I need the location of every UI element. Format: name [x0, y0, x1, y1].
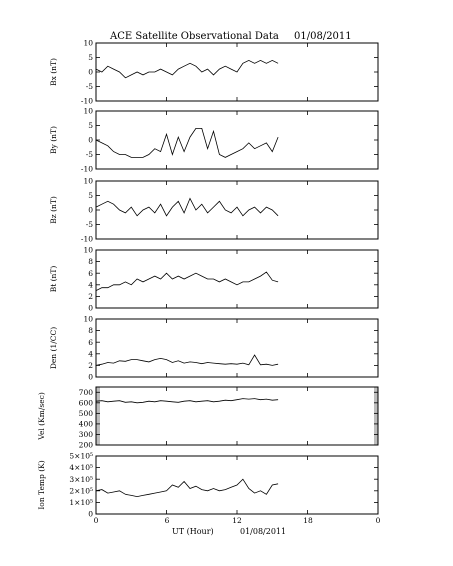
x-tick-24: 0 [376, 516, 381, 525]
panel-frame-1 [95, 110, 379, 170]
y-tick-label-1-4: 10 [83, 107, 93, 116]
y-tick-label-1-2: 0 [88, 136, 93, 145]
y-tick-label-4-0: 0 [88, 373, 93, 382]
y-tick-label-3-4: 8 [88, 257, 93, 266]
y-tick-label-2-2: 0 [88, 206, 93, 215]
data-gap-right-5 [374, 387, 378, 445]
y-tick-label-6-0: 0 [88, 510, 93, 519]
series-line-2 [95, 197, 279, 217]
panel-0: -10 -5 0 5 10 Bx (nT) [49, 39, 379, 106]
y-tick-label-3-1: 2 [88, 292, 93, 301]
series-line-0 [95, 59, 279, 79]
y-tick-label-5-2: 400 [79, 420, 94, 429]
y-tick-label-2-1: -5 [86, 220, 94, 229]
y-tick-label-3-2: 4 [88, 280, 93, 289]
figure-title-date: 01/08/2011 [294, 31, 352, 42]
series-line-6 [95, 478, 279, 498]
y-tick-label-2-4: 10 [83, 177, 93, 186]
panel-2: -10 -5 0 5 10 Bz (nT) [49, 177, 379, 244]
x-tick-12: 12 [232, 516, 242, 525]
y-tick-label-6-5: 5×10⁵ [69, 452, 93, 461]
y-tick-label-3-0: 0 [88, 304, 93, 313]
data-gap-left-5 [96, 387, 100, 445]
y-tick-label-2-0: -10 [81, 235, 93, 244]
y-axis-label-4: Den (1/CC) [49, 327, 58, 369]
y-axis-label-0: Bx (nT) [49, 58, 58, 86]
x-axis-label: UT (Hour) [172, 527, 214, 536]
y-tick-label-6-4: 4×10⁵ [69, 463, 93, 472]
series-line-5 [95, 398, 279, 404]
y-tick-label-0-1: -5 [86, 82, 94, 91]
y-tick-label-6-3: 3×10⁵ [69, 475, 93, 484]
y-tick-label-0-3: 5 [88, 53, 93, 62]
y-axis-label-1: By (nT) [49, 126, 58, 154]
y-tick-label-3-3: 6 [88, 269, 93, 278]
y-tick-label-6-1: 1×10⁵ [69, 498, 93, 507]
panel-frame-4 [95, 318, 379, 378]
y-tick-label-5-5: 700 [79, 388, 94, 397]
series-line-3 [95, 271, 279, 291]
y-tick-label-4-2: 4 [88, 349, 93, 358]
panel-3: 0 2 4 6 8 10 Bt (nT) [49, 246, 379, 313]
panel-4: 0 2 4 6 8 10 Den (1/CC) [49, 315, 379, 382]
y-tick-label-4-4: 8 [88, 326, 93, 335]
y-axis-label-5: Vel (Km/sec) [37, 392, 46, 441]
y-tick-label-2-3: 5 [88, 191, 93, 200]
series-line-4 [95, 354, 279, 366]
series-line-1 [95, 128, 279, 158]
y-axis-label-2: Bz (nT) [49, 196, 58, 224]
y-tick-label-1-1: -5 [86, 150, 94, 159]
panel-frame-5 [95, 386, 379, 446]
y-tick-label-5-0: 200 [79, 441, 94, 450]
x-axis: 0 6 12 18 0 [94, 516, 381, 525]
y-tick-label-5-3: 500 [79, 409, 94, 418]
y-tick-label-4-3: 6 [88, 338, 93, 347]
x-tick-0: 0 [94, 516, 99, 525]
figure-title: ACE Satellite Observational Data [109, 31, 279, 42]
panel-6: 0 1×10⁵ 2×10⁵ 3×10⁵ 4×10⁵ 5×10⁵ Ion Temp (K) [37, 452, 379, 519]
panel-frame-3 [95, 249, 379, 309]
y-tick-label-6-2: 2×10⁵ [69, 486, 93, 495]
y-tick-label-4-1: 2 [88, 361, 93, 370]
x-axis-label-date: 01/08/2011 [240, 527, 286, 536]
x-tick-6: 6 [165, 516, 170, 525]
y-tick-label-5-4: 600 [79, 398, 94, 407]
x-tick-18: 18 [303, 516, 313, 525]
y-tick-label-1-3: 5 [88, 121, 93, 130]
y-tick-label-3-5: 10 [83, 246, 93, 255]
y-tick-label-0-0: -10 [81, 97, 93, 106]
y-tick-label-4-5: 10 [83, 315, 93, 324]
y-axis-label-3: Bt (nT) [49, 266, 58, 293]
y-axis-label-6: Ion Temp (K) [37, 460, 46, 509]
panel-frame-2 [95, 180, 379, 240]
panel-1: -10 -5 0 5 10 By (nT) [49, 107, 379, 174]
y-tick-label-0-4: 10 [83, 39, 93, 48]
y-tick-label-1-0: -10 [81, 165, 93, 174]
y-tick-label-0-2: 0 [88, 68, 93, 77]
panels: -10 -5 0 5 10 Bx (nT) -10 -5 0 5 10 By (nT) -10 -5 0 5 1… [37, 39, 379, 519]
y-tick-label-5-1: 300 [79, 430, 94, 439]
